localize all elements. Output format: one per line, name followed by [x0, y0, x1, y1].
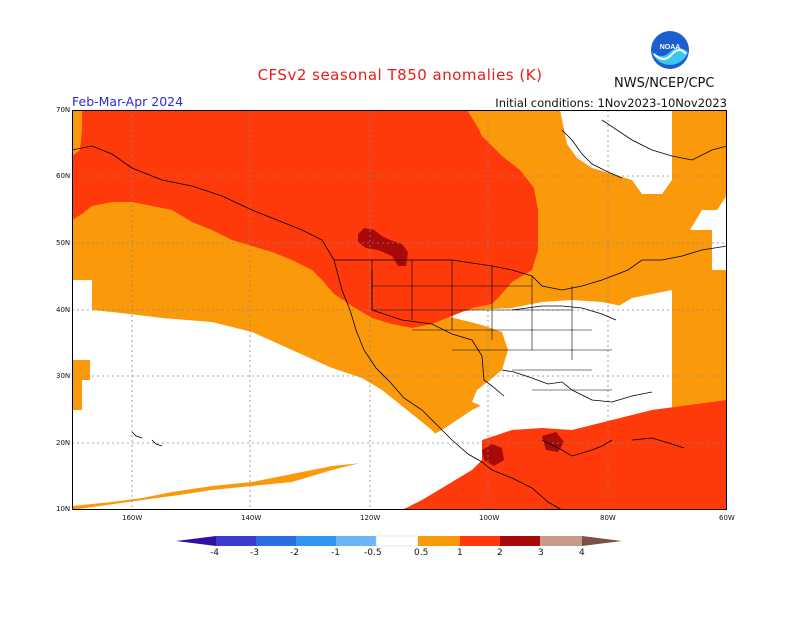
lon-label-60w: 60W — [719, 514, 735, 522]
map-frame — [72, 110, 727, 510]
legend-swatch-8 — [500, 536, 540, 546]
coastlines — [72, 119, 727, 510]
anomaly-band-2-3 — [358, 228, 564, 466]
legend-swatch-2 — [256, 536, 296, 546]
legend-label-m2: -2 — [290, 548, 299, 558]
lat-label-50n: 50N — [56, 239, 71, 247]
legend-swatch-9 — [540, 536, 582, 546]
legend-arrow-low — [176, 536, 216, 546]
lat-label-20n: 20N — [56, 439, 71, 447]
legend-label-p4: 4 — [579, 548, 585, 558]
legend-label-m1: -1 — [331, 548, 340, 558]
lat-label-70n: 70N — [56, 106, 71, 114]
legend-swatch-4 — [336, 536, 376, 546]
noaa-logo-icon: NOAA — [651, 31, 689, 69]
lon-label-140w: 140W — [241, 514, 262, 522]
legend-label-m4: -4 — [210, 548, 219, 558]
lat-label-10n: 10N — [56, 505, 71, 513]
lat-label-30n: 30N — [56, 372, 71, 380]
initial-conditions: Initial conditions: 1Nov2023-10Nov2023 — [495, 96, 727, 110]
legend-label-p3: 3 — [538, 548, 544, 558]
agency-label: NWS/NCEP/CPC — [614, 76, 715, 91]
lon-label-100w: 100W — [479, 514, 500, 522]
legend-swatch-1 — [216, 536, 256, 546]
legend-label-m05: -0.5 — [364, 548, 382, 558]
legend-swatch-7 — [460, 536, 500, 546]
forecast-period: Feb-Mar-Apr 2024 — [72, 94, 184, 109]
legend-swatch-6 — [418, 536, 460, 546]
legend-label-m3: -3 — [250, 548, 259, 558]
lon-label-120w: 120W — [360, 514, 381, 522]
political-borders — [371, 260, 612, 391]
anomaly-band-1-2 — [72, 110, 727, 510]
legend-swatch-5 — [375, 535, 419, 547]
legend-swatch-3 — [296, 536, 336, 546]
map-title: CFSv2 seasonal T850 anomalies (K) — [257, 66, 543, 84]
lon-label-80w: 80W — [600, 514, 616, 522]
legend-label-p05: 0.5 — [414, 548, 429, 558]
legend-label-p2: 2 — [497, 548, 503, 558]
lat-label-60n: 60N — [56, 172, 71, 180]
legend-arrow-high — [582, 536, 622, 546]
neutral-regions — [72, 110, 672, 506]
svg-text:NOAA: NOAA — [660, 44, 681, 51]
legend-label-p1: 1 — [457, 548, 463, 558]
anomaly-map — [72, 110, 727, 510]
lat-label-40n: 40N — [56, 306, 71, 314]
lon-label-160w: 160W — [122, 514, 143, 522]
